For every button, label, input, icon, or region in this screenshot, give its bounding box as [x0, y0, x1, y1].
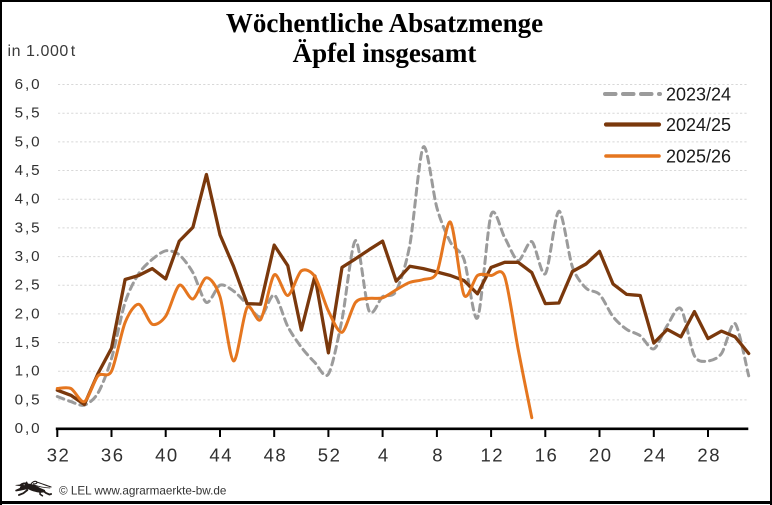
svg-text:© LEL www.agrarmaerkte-bw.de: © LEL www.agrarmaerkte-bw.de	[59, 485, 226, 498]
svg-text:0,0: 0,0	[15, 420, 42, 437]
svg-text:48: 48	[264, 445, 288, 466]
svg-text:1,0: 1,0	[15, 363, 42, 380]
svg-text:24: 24	[643, 445, 667, 466]
svg-text:3,0: 3,0	[15, 248, 42, 265]
svg-text:2,0: 2,0	[15, 305, 42, 322]
svg-text:4,0: 4,0	[15, 191, 42, 208]
svg-text:1,5: 1,5	[15, 334, 42, 351]
svg-text:2024/25: 2024/25	[666, 115, 731, 135]
svg-text:36: 36	[101, 445, 125, 466]
svg-text:28: 28	[697, 445, 721, 466]
svg-text:52: 52	[318, 445, 342, 466]
svg-text:4: 4	[378, 445, 390, 466]
svg-text:6,0: 6,0	[15, 76, 42, 93]
svg-text:5,0: 5,0	[15, 133, 42, 150]
svg-text:32: 32	[47, 445, 71, 466]
svg-text:4,5: 4,5	[15, 162, 42, 179]
svg-text:8: 8	[432, 445, 444, 466]
svg-text:2,5: 2,5	[15, 277, 42, 294]
svg-text:44: 44	[209, 445, 233, 466]
svg-text:0,5: 0,5	[15, 391, 42, 408]
svg-text:20: 20	[589, 445, 613, 466]
svg-text:12: 12	[481, 445, 505, 466]
svg-text:2025/26: 2025/26	[666, 147, 731, 167]
svg-text:40: 40	[155, 445, 179, 466]
svg-text:3,5: 3,5	[15, 219, 42, 236]
svg-text:16: 16	[535, 445, 559, 466]
svg-text:5,5: 5,5	[15, 105, 42, 122]
svg-text:2023/24: 2023/24	[666, 85, 731, 105]
